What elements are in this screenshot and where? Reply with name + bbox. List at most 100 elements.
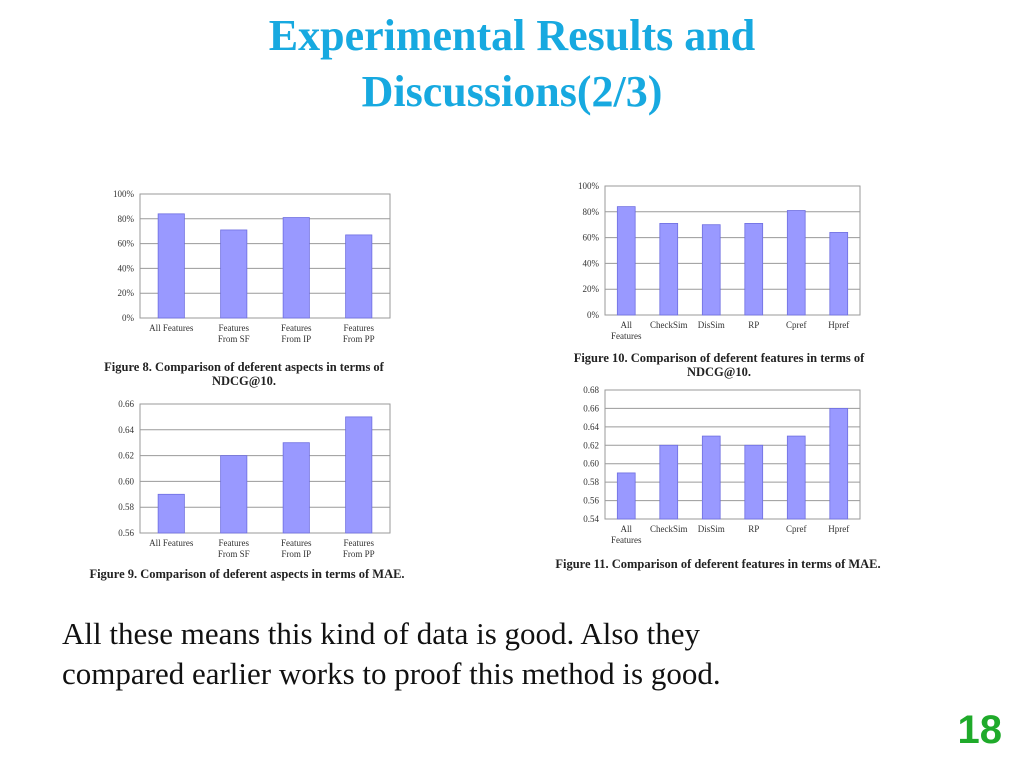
- x-tick-label: Features: [611, 331, 642, 341]
- x-tick-label: DisSim: [698, 524, 725, 534]
- x-tick-label: Features: [219, 538, 250, 548]
- body-text-line-1: All these means this kind of data is goo…: [62, 616, 701, 651]
- figure-9-caption-line-1: Figure 9. Comparison of deferent aspects…: [89, 567, 405, 581]
- figure-9-chart: 0.56 0.58 0.60 0.62 0.64 0.66 All Features Feat…: [80, 398, 400, 563]
- bar: [659, 223, 679, 316]
- bar: [829, 408, 849, 520]
- y-tick-label: 0.64: [583, 422, 599, 432]
- figure-10-chart: 0% 20% 40% 60% 80% 100% All Features CheckSim Dis…: [545, 180, 870, 345]
- x-tick-label: From IP: [281, 334, 311, 344]
- slide-title: Experimental Results and Discussions(2/3…: [0, 8, 1024, 120]
- x-tick-label: All: [620, 524, 632, 534]
- figure-10-caption: Figure 10. Comparison of deferent featur…: [538, 351, 900, 379]
- x-tick-label: From IP: [281, 549, 311, 559]
- x-tick-label: All Features: [149, 538, 194, 548]
- figure-9-caption: Figure 9. Comparison of deferent aspects…: [52, 567, 442, 581]
- x-tick-label: Features: [344, 323, 375, 333]
- bar: [282, 217, 310, 319]
- y-tick-label: 60%: [118, 239, 135, 249]
- figure-11-caption: Figure 11. Comparison of deferent featur…: [520, 557, 916, 571]
- slide-title-line-1: Experimental Results and: [268, 11, 756, 60]
- figure-8-caption-line-2: NDCG@10.: [211, 374, 277, 388]
- x-tick-label: Cpref: [786, 320, 807, 330]
- figure-8-caption: Figure 8. Comparison of deferent aspects…: [64, 360, 424, 388]
- x-tick-label: CheckSim: [650, 320, 688, 330]
- x-tick-label: From SF: [218, 549, 250, 559]
- x-tick-label: Hpref: [828, 524, 849, 534]
- x-tick-label: From SF: [218, 334, 250, 344]
- figure-8-caption-line-1: Figure 8. Comparison of deferent aspects…: [104, 360, 384, 374]
- bar: [157, 493, 185, 534]
- slide-title-line-2: Discussions(2/3): [361, 67, 663, 116]
- x-tick-label: Cpref: [786, 524, 807, 534]
- y-tick-label: 0.68: [583, 385, 599, 395]
- y-tick-label: 0.58: [118, 502, 134, 512]
- figure-11-svg: 0.54 0.56 0.58 0.60 0.62 0.64 0.66 0.68 AllFeatu…: [583, 385, 861, 545]
- bar: [282, 442, 310, 534]
- y-tick-label: 60%: [583, 233, 600, 243]
- y-tick-label: 80%: [583, 207, 600, 217]
- x-tick-label: Features: [281, 538, 312, 548]
- y-tick-label: 0%: [587, 310, 600, 320]
- x-tick-label: Features: [344, 538, 375, 548]
- bar: [786, 435, 806, 520]
- y-tick-label: 0.62: [118, 451, 134, 461]
- y-tick-label: 20%: [118, 288, 135, 298]
- figure-11-caption-line-1: Figure 11. Comparison of deferent featur…: [555, 557, 881, 571]
- bar: [616, 206, 636, 316]
- bar: [345, 416, 373, 534]
- x-tick-label: Hpref: [828, 320, 849, 330]
- bar: [829, 232, 849, 316]
- y-tick-label: 100%: [113, 189, 135, 199]
- x-tick-label: From PP: [343, 549, 375, 559]
- x-tick-label: Features: [219, 323, 250, 333]
- bar: [659, 444, 679, 520]
- x-tick-label: Features: [281, 323, 312, 333]
- figure-11-chart: 0.54 0.56 0.58 0.60 0.62 0.64 0.66 0.68 All Featu…: [545, 384, 870, 549]
- y-tick-label: 20%: [583, 284, 600, 294]
- figure-9-svg: 0.56 0.58 0.60 0.62 0.64 0.66 All Features Feat…: [118, 399, 391, 559]
- body-text-line-2: compared earlier works to proof this met…: [62, 656, 721, 691]
- y-tick-label: 0.56: [118, 528, 134, 538]
- x-tick-label: Features: [611, 535, 642, 545]
- y-tick-label: 0.58: [583, 477, 599, 487]
- x-tick-label: RP: [748, 524, 759, 534]
- bar: [744, 444, 764, 520]
- bar: [701, 224, 721, 316]
- plot-area: [604, 185, 861, 316]
- y-tick-label: 0.60: [583, 459, 599, 469]
- y-tick-label: 80%: [118, 214, 135, 224]
- bar: [786, 210, 806, 316]
- y-tick-label: 0.62: [583, 440, 599, 450]
- bar: [157, 213, 185, 319]
- y-tick-label: 40%: [118, 263, 135, 273]
- y-tick-label: 0%: [122, 313, 135, 323]
- bar: [220, 455, 248, 534]
- figure-8-svg: 0%20%40%60%80%100%All Features FeaturesFr…: [113, 189, 391, 344]
- y-tick-label: 40%: [583, 258, 600, 268]
- bar: [744, 223, 764, 316]
- figure-8-chart: 0% 20% 40% 60% 80% 100% All Features Features Fr…: [80, 188, 400, 348]
- bar: [345, 234, 373, 319]
- page-number: 18: [957, 708, 1003, 752]
- x-tick-label: CheckSim: [650, 524, 688, 534]
- y-tick-label: 0.66: [583, 403, 599, 413]
- y-tick-label: 100%: [578, 181, 600, 191]
- y-tick-label: 0.54: [583, 514, 599, 524]
- plot-area: [604, 389, 861, 520]
- x-tick-label: From PP: [343, 334, 375, 344]
- y-tick-label: 0.60: [118, 476, 134, 486]
- y-tick-label: 0.66: [118, 399, 134, 409]
- y-tick-label: 0.64: [118, 425, 134, 435]
- bar: [220, 229, 248, 319]
- x-tick-label: All Features: [149, 323, 194, 333]
- figure-10-caption-line-2: NDCG@10.: [686, 365, 752, 379]
- y-tick-label: 0.56: [583, 496, 599, 506]
- slide-body-text: All these means this kind of data is goo…: [62, 614, 721, 694]
- x-tick-label: RP: [748, 320, 759, 330]
- bar: [701, 435, 721, 520]
- x-tick-label: DisSim: [698, 320, 725, 330]
- figure-10-caption-line-1: Figure 10. Comparison of deferent featur…: [573, 351, 865, 365]
- x-tick-label: All: [620, 320, 632, 330]
